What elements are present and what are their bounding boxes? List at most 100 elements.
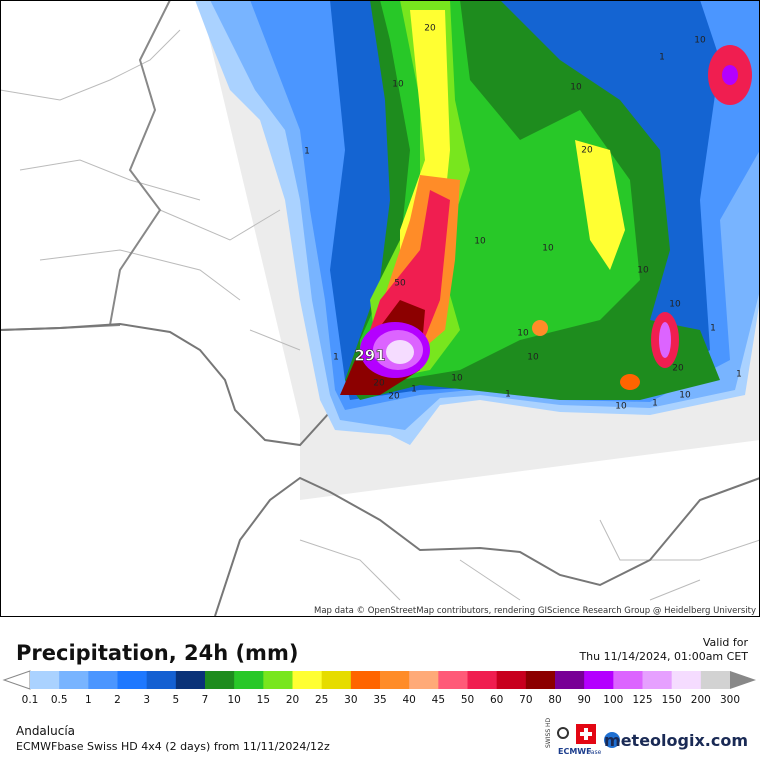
contour-label: 10 — [517, 329, 529, 339]
colorbar-label: 125 — [632, 694, 652, 706]
precipitation — [195, 0, 760, 445]
colorbar-label: 100 — [603, 694, 623, 706]
colorbar-cell — [409, 671, 439, 689]
colorbar-label: 15 — [257, 694, 270, 706]
colorbar-label: 200 — [691, 694, 711, 706]
colorbar-cell — [671, 671, 702, 689]
contour-label: 20 — [672, 364, 684, 374]
contour-label: 10 — [451, 374, 463, 384]
colorbar-label: 45 — [432, 694, 445, 706]
coastline-africa — [214, 476, 760, 617]
colorbar-label: 35 — [373, 694, 386, 706]
colorbar-label: 70 — [519, 694, 532, 706]
colorbar-cell — [496, 671, 527, 689]
colorbar-cell — [30, 671, 60, 689]
colorbar-cell — [88, 671, 118, 689]
region: Andalucía — [16, 724, 75, 738]
colorbar-cell — [584, 671, 614, 689]
colorbar-cell — [117, 671, 148, 689]
valid-label: Valid for — [703, 636, 749, 649]
colorbar-cell — [59, 671, 89, 689]
colorbar-cell — [146, 671, 177, 689]
logo-base-sub: base — [587, 749, 602, 756]
colorbar-cell — [350, 671, 381, 689]
colorbar-cell — [205, 671, 235, 689]
coastline — [0, 322, 361, 447]
colorbar-cell — [467, 671, 498, 689]
colorbar-cell — [642, 671, 673, 689]
colorbar-label: 50 — [461, 694, 474, 706]
contour-label: 10 — [474, 237, 486, 247]
contour-label: 1 — [505, 390, 511, 400]
attribution: Map data © OpenStreetMap contributors, r… — [314, 606, 756, 616]
contour-label: 10 — [542, 244, 554, 254]
colorbar-label: 1 — [85, 694, 92, 706]
colorbar-label: 0.1 — [22, 694, 39, 706]
colorbar-cell — [438, 671, 468, 689]
colorbar-cell — [700, 671, 731, 689]
colorbar-label: 0.5 — [51, 694, 68, 706]
colorbar-cell — [321, 671, 352, 689]
attribution-bg — [337, 604, 760, 616]
colorbar-label: 30 — [344, 694, 357, 706]
borders — [0, 29, 760, 601]
colorbar-cell — [292, 671, 323, 689]
valid-time: Thu 11/14/2024, 01:00am CET — [578, 650, 748, 663]
logo-base: ECMWF — [558, 747, 592, 756]
colorbar-high — [730, 671, 756, 689]
colorbar-cell — [380, 671, 410, 689]
logo-lens — [557, 727, 569, 739]
colorbar-label: 20 — [286, 694, 299, 706]
colorbar-label: 150 — [662, 694, 682, 706]
colorbar-label: 90 — [577, 694, 590, 706]
contour-label: 20 — [424, 24, 436, 34]
contour-label: 20 — [581, 146, 593, 156]
contour-label: 1 — [710, 324, 716, 334]
colorbar-cell — [263, 671, 293, 689]
brand-icon — [604, 732, 620, 748]
contour-label: 50 — [394, 279, 406, 289]
colorbar-label: 5 — [172, 694, 179, 706]
contour-labels: 20 10 10 10 1 1 20 10 10 10 50 10 1 10 10 1 291 20 1 20 10 20… — [304, 24, 742, 412]
colorbar-low — [2, 670, 31, 690]
colorbar-label: 300 — [720, 694, 740, 706]
contour-label: 10 — [694, 36, 706, 46]
colorbar-cell — [525, 671, 556, 689]
contour-label: 10 — [570, 83, 582, 93]
colorbar-cell — [555, 671, 585, 689]
contour-label: 1 — [659, 53, 665, 63]
contour-label: 10 — [669, 300, 681, 310]
colorbar-label: 10 — [227, 694, 240, 706]
colorbar-label: 80 — [548, 694, 561, 706]
colorbar-label: 7 — [202, 694, 209, 706]
colorbar-cell — [175, 671, 206, 689]
logo-small: SWISS HD — [545, 717, 552, 748]
colorbar-label: 40 — [402, 694, 415, 706]
contour-label: 20 — [388, 392, 400, 402]
contour-label: 1 — [652, 399, 658, 409]
colorbar-label: 60 — [490, 694, 503, 706]
colorbar-label: 3 — [143, 694, 150, 706]
swiss-cross — [580, 728, 592, 740]
contour-label: 1 — [736, 370, 742, 380]
colorbar-label: 2 — [114, 694, 121, 706]
contour-label: 10 — [527, 353, 539, 363]
brand: meteologix.com — [604, 731, 748, 750]
contour-label: 1 — [411, 385, 417, 395]
title: Precipitation, 24h (mm) — [16, 641, 298, 665]
contour-label: 10 — [615, 402, 627, 412]
colorbar: 0.1 0.5 1 2 3 5 7 10 15 20 25 30 35 40 45 50 60 70 80 90 100… — [2, 670, 756, 706]
contour-label: 291 — [354, 347, 385, 365]
contour-label: 10 — [637, 266, 649, 276]
colorbar-label: 25 — [315, 694, 328, 706]
colorbar-cell — [613, 671, 643, 689]
contour-label: 20 — [373, 379, 385, 389]
model: ECMWFbase Swiss HD 4x4 (2 days) from 11/… — [16, 740, 330, 753]
map: 20 10 10 10 1 1 20 10 10 10 50 10 1 10 10 1 291 20 1 20 10 20… — [0, 0, 760, 617]
contour-label: 1 — [333, 353, 339, 363]
colorbar-cell — [234, 671, 264, 689]
contour-label: 10 — [392, 80, 404, 90]
contour-label: 10 — [679, 391, 691, 401]
contour-label: 1 — [304, 147, 310, 157]
